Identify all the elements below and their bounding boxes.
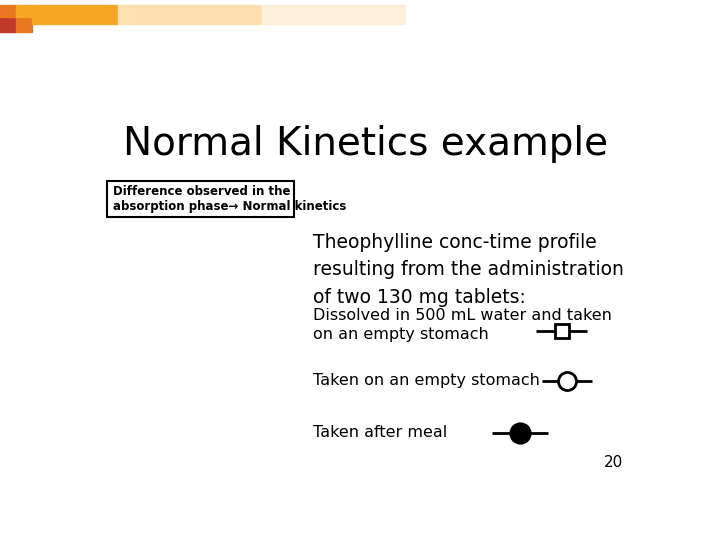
- Text: Taken after meal: Taken after meal: [313, 426, 447, 440]
- Text: Normal Kinetics example: Normal Kinetics example: [124, 125, 608, 163]
- Text: Taken on an empty stomach: Taken on an empty stomach: [313, 373, 540, 388]
- Bar: [107, 181, 294, 217]
- Text: Dissolved in 500 mL water and taken
on an empty stomach: Dissolved in 500 mL water and taken on a…: [313, 308, 612, 342]
- Text: 20: 20: [603, 455, 623, 470]
- Text: Theophylline conc-time profile
resulting from the administration
of two 130 mg t: Theophylline conc-time profile resulting…: [313, 233, 624, 307]
- Text: Difference observed in the
absorption phase→ Normal kinetics: Difference observed in the absorption ph…: [114, 185, 347, 213]
